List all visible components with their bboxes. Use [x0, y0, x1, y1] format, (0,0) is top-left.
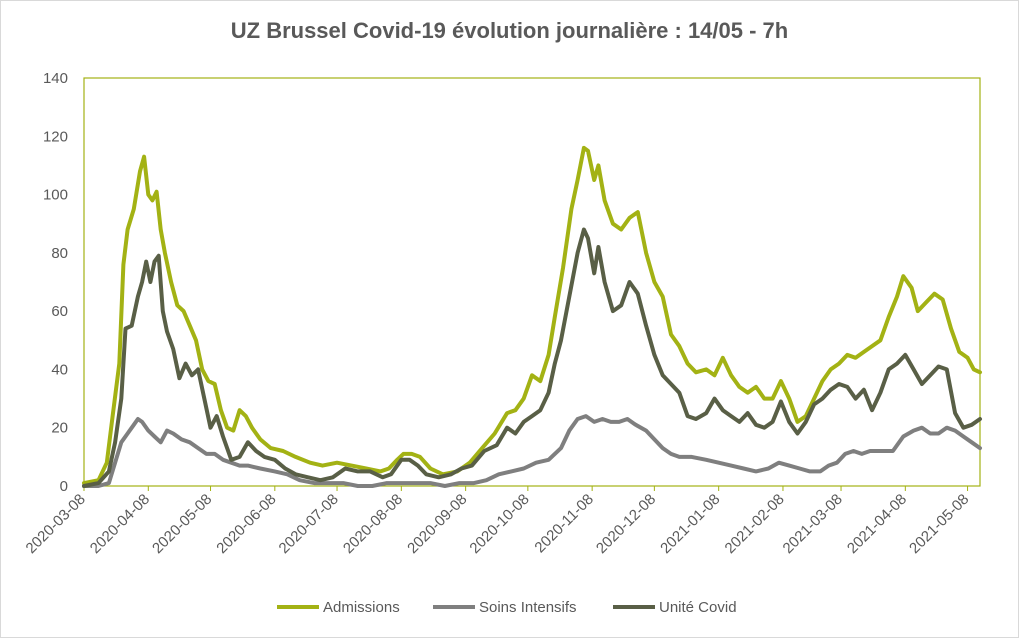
legend-label: Admissions	[323, 599, 400, 616]
legend-label: Soins Intensifs	[479, 599, 577, 616]
x-tick-label: 2021-03-08	[780, 491, 846, 557]
x-tick-label: 2021-04-08	[844, 491, 910, 557]
x-tick-label: 2020-08-08	[340, 491, 406, 557]
y-tick-label: 120	[43, 128, 68, 145]
x-tick-label: 2020-04-08	[87, 491, 153, 557]
plot-area-border	[83, 77, 981, 487]
axes: 0204060801001201402020-03-082020-04-0820…	[23, 70, 981, 557]
y-tick-label: 20	[51, 420, 68, 437]
series-lines	[82, 145, 982, 488]
y-tick-label: 0	[60, 478, 68, 495]
x-tick-label: 2020-05-08	[149, 491, 215, 557]
series-line-unité-covid	[82, 227, 982, 488]
x-tick-label: 2021-02-08	[722, 491, 788, 557]
x-tick-label: 2020-11-08	[531, 491, 596, 556]
x-tick-label: 2020-06-08	[213, 491, 279, 557]
x-tick-label: 2021-01-08	[657, 491, 723, 557]
x-tick-label: 2020-12-08	[593, 491, 659, 557]
x-tick-label: 2020-07-08	[276, 491, 342, 557]
x-tick-label: 2020-09-08	[404, 491, 470, 557]
y-tick-label: 100	[43, 187, 68, 204]
chart-title: UZ Brussel Covid-19 évolution journalièr…	[230, 18, 789, 43]
x-tick-label: 2020-10-08	[466, 491, 532, 557]
legend-label: Unité Covid	[659, 599, 737, 616]
y-tick-label: 60	[51, 303, 68, 320]
legend-item: Unité Covid	[613, 599, 737, 616]
x-tick-label: 2021-05-08	[906, 491, 972, 557]
legend-item: Soins Intensifs	[433, 599, 577, 616]
legend: Admissions Soins Intensifs Unité Covid	[277, 599, 737, 616]
series-line-soins-intensifs	[82, 414, 982, 488]
x-tick-label: 2020-03-08	[23, 491, 89, 557]
series-line-admissions	[82, 145, 982, 486]
legend-item: Admissions	[277, 599, 400, 616]
y-tick-label: 140	[43, 70, 68, 87]
y-tick-label: 40	[51, 361, 68, 378]
y-tick-label: 80	[51, 245, 68, 262]
